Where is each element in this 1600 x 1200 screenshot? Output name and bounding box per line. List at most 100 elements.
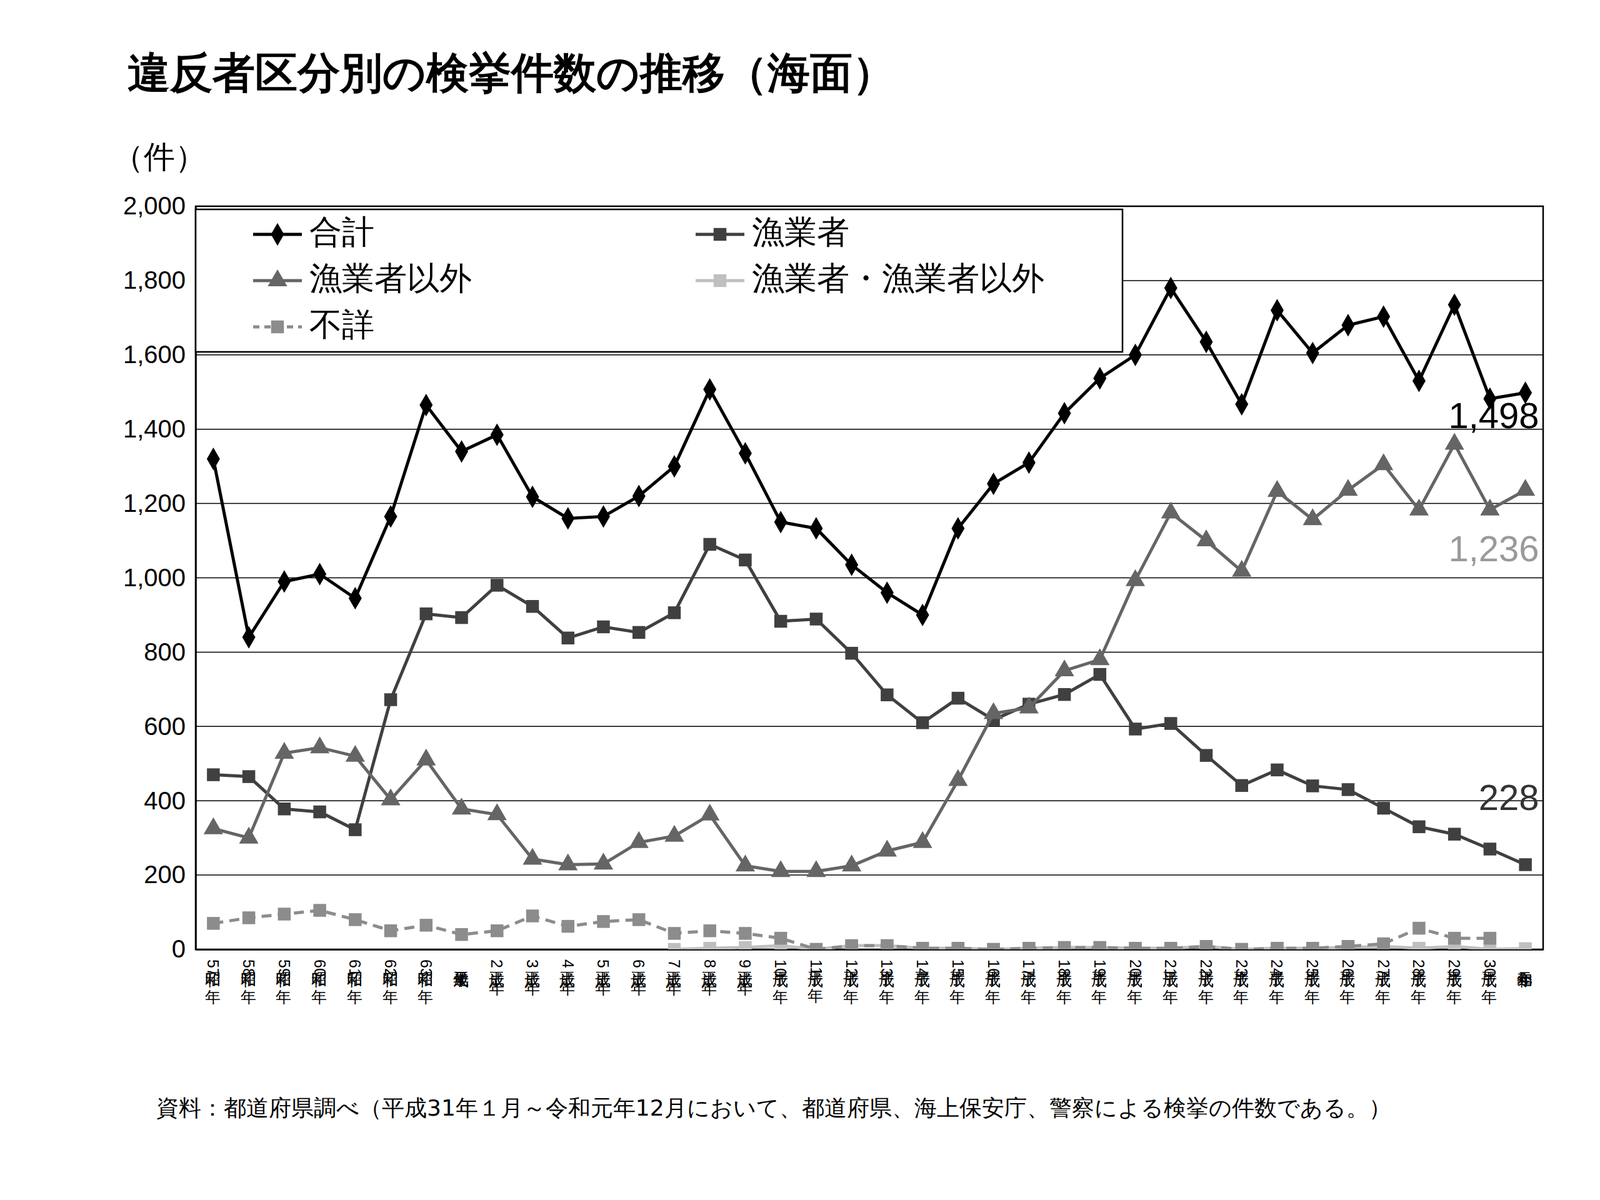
x-tick: 平成27年: [1375, 949, 1393, 1005]
marker: [416, 748, 436, 766]
series-line: [213, 544, 1525, 865]
marker: [487, 803, 507, 820]
legend-item: 漁業者: [695, 213, 850, 251]
y-tick: 400: [143, 786, 196, 815]
x-tick-label: 平成27年: [1375, 959, 1393, 1005]
marker: [1338, 478, 1358, 496]
marker: [983, 702, 1004, 720]
marker: [877, 839, 897, 857]
marker: [242, 625, 256, 649]
marker: [348, 823, 362, 836]
marker: [1483, 931, 1497, 945]
x-tick-label: 平成9年: [736, 959, 754, 996]
grid-line: [195, 651, 1544, 654]
marker: [845, 939, 858, 950]
marker: [1128, 941, 1142, 950]
marker: [596, 915, 610, 928]
marker: [1022, 451, 1036, 474]
x-tick: 平成3年: [523, 949, 542, 996]
marker: [951, 941, 965, 950]
x-tick: 平成30年: [1481, 949, 1499, 1005]
legend-item: 合計: [253, 213, 375, 251]
marker: [1200, 940, 1213, 950]
x-tick: 平成20年: [1126, 949, 1145, 1005]
x-tick: 平成10年: [771, 949, 790, 1005]
x-tick: 平成14年: [913, 949, 932, 1005]
marker: [561, 631, 574, 645]
legend-marker: [271, 320, 284, 334]
marker: [774, 615, 787, 628]
marker: [1270, 763, 1284, 777]
marker: [1376, 305, 1390, 328]
x-tick: 令和元年: [1518, 949, 1534, 988]
marker: [1093, 941, 1107, 950]
marker: [913, 831, 933, 849]
x-tick: 平成22年: [1197, 949, 1215, 1005]
marker: [1518, 942, 1532, 950]
x-tick: 平成29年: [1445, 949, 1464, 1005]
x-tick-label: 平成21年: [1161, 959, 1180, 1005]
x-tick: 昭和61年: [346, 949, 364, 1005]
legend-box: [195, 209, 1123, 352]
marker: [774, 931, 787, 945]
marker: [313, 562, 327, 585]
marker: [348, 913, 362, 926]
x-tick-label: 令和元年: [1518, 971, 1534, 988]
x-tick-label: 平成4年: [559, 959, 577, 996]
y-tick-label: 1,000: [123, 563, 186, 592]
marker: [1058, 941, 1071, 950]
marker: [1164, 941, 1177, 950]
annotation: 228: [1478, 776, 1540, 818]
x-tick: 平成23年: [1233, 949, 1251, 1005]
marker: [703, 924, 716, 937]
y-tick: 200: [143, 860, 196, 889]
marker: [1448, 931, 1461, 945]
legend: 合計漁業者漁業者以外漁業者・漁業者以外不詳: [195, 209, 1123, 352]
x-tick: 平成2年: [488, 949, 506, 996]
y-tick-label: 1,200: [123, 489, 186, 517]
marker: [1409, 498, 1429, 516]
x-tick-label: 平成17年: [1020, 959, 1038, 1005]
x-tick-label: 昭和57年: [204, 959, 222, 1005]
marker: [419, 393, 433, 417]
marker: [810, 943, 823, 950]
marker: [810, 612, 823, 625]
x-tick-label: 平成2年: [488, 959, 506, 996]
marker: [1161, 501, 1181, 519]
x-tick: 平成17年: [1020, 949, 1038, 1005]
y-tick-label: 800: [143, 638, 186, 666]
x-tick-label: 平成13年: [878, 959, 896, 1005]
marker: [1270, 298, 1284, 322]
x-tick: 平成18年: [1055, 949, 1074, 1005]
marker: [526, 600, 539, 613]
marker: [845, 553, 859, 577]
marker: [1412, 820, 1425, 834]
marker: [313, 903, 326, 917]
marker: [242, 911, 255, 924]
y-tick-label: 400: [143, 786, 186, 815]
marker: [1412, 369, 1426, 392]
grid: [195, 206, 1544, 950]
x-tick-label: 平成29年: [1445, 959, 1464, 1005]
x-tick-label: 平成25年: [1303, 959, 1322, 1005]
marker: [986, 943, 1000, 950]
marker: [1341, 940, 1355, 950]
marker: [1235, 943, 1248, 950]
marker: [916, 603, 930, 627]
x-tick: 平成28年: [1410, 949, 1428, 1005]
marker: [348, 586, 362, 610]
marker: [203, 817, 224, 835]
marker: [1022, 941, 1035, 950]
series: [203, 432, 1535, 877]
y-tick: 0: [171, 935, 196, 963]
grid-line: [195, 874, 1544, 876]
y-tick-label: 1,600: [123, 340, 186, 369]
x-tick-label: 平成16年: [985, 959, 1003, 1005]
marker: [738, 553, 752, 567]
marker: [986, 472, 1000, 495]
x-tick: 昭和60年: [311, 949, 329, 1005]
x-tick: 平成4年: [559, 949, 577, 996]
legend-marker: [713, 274, 727, 287]
marker: [1270, 941, 1284, 950]
x-tick: 平成7年: [665, 949, 684, 996]
